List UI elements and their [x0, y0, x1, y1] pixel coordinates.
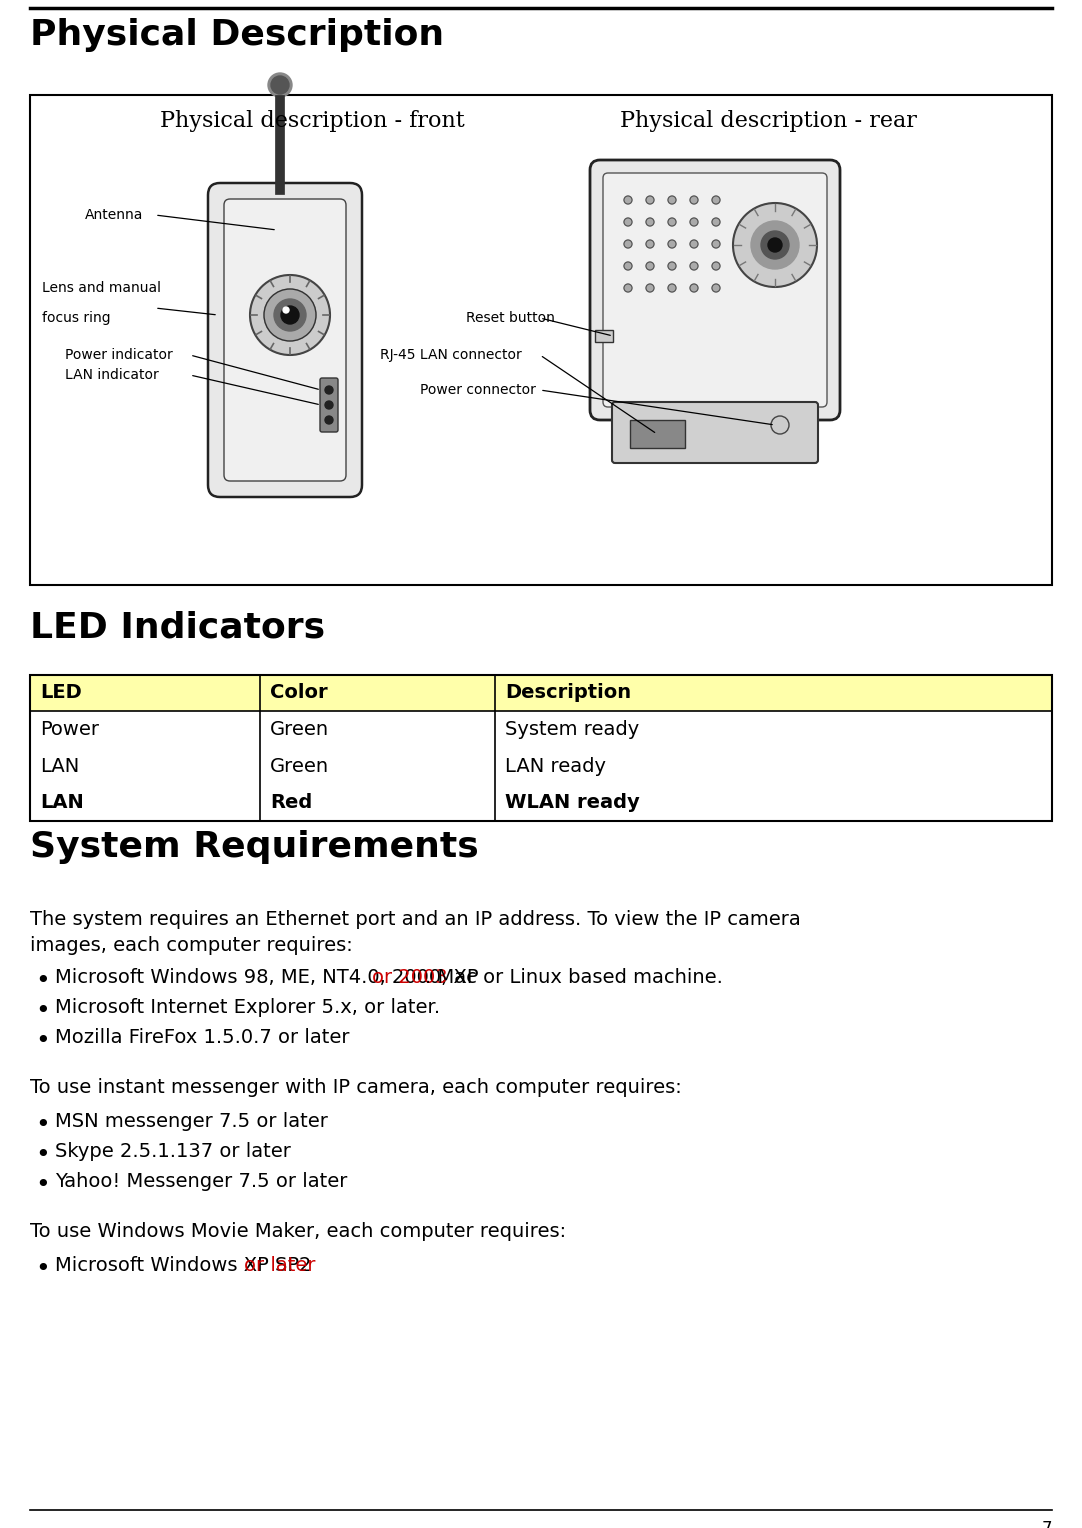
Circle shape	[712, 240, 720, 248]
Circle shape	[733, 203, 817, 287]
Circle shape	[712, 261, 720, 270]
Text: To use Windows Movie Maker, each computer requires:: To use Windows Movie Maker, each compute…	[30, 1222, 566, 1241]
Circle shape	[646, 219, 654, 226]
Bar	[30, 711, 1052, 821]
Circle shape	[768, 238, 782, 252]
Circle shape	[646, 196, 654, 205]
Circle shape	[690, 196, 698, 205]
Circle shape	[690, 284, 698, 292]
Circle shape	[646, 261, 654, 270]
Circle shape	[325, 400, 333, 410]
Text: Red: Red	[270, 793, 313, 813]
Text: •: •	[35, 1028, 50, 1053]
Bar	[30, 675, 1052, 821]
Text: Power connector: Power connector	[420, 384, 536, 397]
Text: Physical description - rear: Physical description - rear	[620, 110, 916, 131]
Text: •: •	[35, 1174, 50, 1196]
Text: •: •	[35, 1143, 50, 1167]
Text: •: •	[35, 999, 50, 1024]
FancyBboxPatch shape	[590, 160, 840, 420]
Text: To use instant messenger with IP camera, each computer requires:: To use instant messenger with IP camera,…	[30, 1077, 682, 1097]
Bar	[595, 330, 613, 342]
Text: Power indicator: Power indicator	[65, 348, 173, 362]
Circle shape	[668, 240, 676, 248]
Circle shape	[624, 284, 632, 292]
Text: Physical description - front: Physical description - front	[160, 110, 465, 131]
Text: or 2003: or 2003	[372, 969, 448, 987]
Text: Green: Green	[270, 756, 329, 776]
Text: Microsoft Internet Explorer 5.x, or later.: Microsoft Internet Explorer 5.x, or late…	[55, 998, 440, 1018]
Text: System ready: System ready	[505, 720, 639, 740]
Text: Antenna: Antenna	[85, 208, 144, 222]
FancyBboxPatch shape	[320, 377, 338, 432]
Text: LAN indicator: LAN indicator	[65, 368, 159, 382]
Text: LED: LED	[40, 683, 82, 703]
Circle shape	[761, 231, 789, 260]
Text: •: •	[35, 969, 50, 993]
Bar	[30, 95, 1052, 585]
Text: Physical Description: Physical Description	[30, 18, 444, 52]
Text: System Requirements: System Requirements	[30, 830, 478, 863]
Text: or later: or later	[243, 1256, 315, 1274]
Circle shape	[250, 275, 330, 354]
Text: Skype 2.5.1.137 or later: Skype 2.5.1.137 or later	[55, 1141, 291, 1161]
Text: Yahoo! Messenger 7.5 or later: Yahoo! Messenger 7.5 or later	[55, 1172, 347, 1190]
Bar	[30, 675, 1052, 711]
Text: RJ-45 LAN connector: RJ-45 LAN connector	[380, 348, 522, 362]
Text: •: •	[35, 1112, 50, 1137]
Text: LAN ready: LAN ready	[505, 756, 606, 776]
Circle shape	[325, 387, 333, 394]
Circle shape	[274, 299, 306, 332]
Text: •: •	[35, 1258, 50, 1280]
Circle shape	[646, 240, 654, 248]
Circle shape	[668, 196, 676, 205]
Text: Reset button: Reset button	[466, 312, 555, 325]
Circle shape	[624, 196, 632, 205]
Text: LAN: LAN	[40, 793, 83, 813]
FancyBboxPatch shape	[224, 199, 346, 481]
Circle shape	[270, 76, 289, 95]
Circle shape	[624, 219, 632, 226]
Circle shape	[712, 284, 720, 292]
Circle shape	[690, 240, 698, 248]
Circle shape	[668, 261, 676, 270]
FancyBboxPatch shape	[208, 183, 362, 497]
Text: MSN messenger 7.5 or later: MSN messenger 7.5 or later	[55, 1112, 328, 1131]
Circle shape	[668, 284, 676, 292]
Circle shape	[281, 306, 299, 324]
Circle shape	[771, 416, 789, 434]
Circle shape	[668, 219, 676, 226]
Text: Microsoft Windows 98, ME, NT4.0, 2000, XP: Microsoft Windows 98, ME, NT4.0, 2000, X…	[55, 969, 485, 987]
Circle shape	[283, 307, 289, 313]
Circle shape	[712, 196, 720, 205]
Text: LAN: LAN	[40, 756, 79, 776]
Text: WLAN ready: WLAN ready	[505, 793, 639, 813]
FancyBboxPatch shape	[612, 402, 818, 463]
Text: . Mac or Linux based machine.: . Mac or Linux based machine.	[425, 969, 723, 987]
Text: Power: Power	[40, 720, 98, 740]
Text: Color: Color	[270, 683, 328, 703]
Circle shape	[264, 289, 316, 341]
Circle shape	[268, 73, 292, 96]
Text: 7: 7	[1042, 1520, 1052, 1528]
Text: LED Indicators: LED Indicators	[30, 610, 325, 643]
Circle shape	[751, 222, 799, 269]
Text: Mozilla FireFox 1.5.0.7 or later: Mozilla FireFox 1.5.0.7 or later	[55, 1028, 349, 1047]
Text: The system requires an Ethernet port and an IP address. To view the IP camera: The system requires an Ethernet port and…	[30, 911, 801, 929]
Circle shape	[712, 219, 720, 226]
Text: Description: Description	[505, 683, 631, 703]
FancyBboxPatch shape	[603, 173, 827, 406]
Text: images, each computer requires:: images, each computer requires:	[30, 937, 353, 955]
Text: focus ring: focus ring	[42, 295, 110, 325]
Circle shape	[624, 240, 632, 248]
Text: Green: Green	[270, 720, 329, 740]
Text: Lens and manual: Lens and manual	[42, 281, 161, 295]
Bar	[630, 420, 685, 448]
Circle shape	[624, 261, 632, 270]
Text: Microsoft Windows XP SP2: Microsoft Windows XP SP2	[55, 1256, 318, 1274]
Circle shape	[325, 416, 333, 423]
Circle shape	[646, 284, 654, 292]
Circle shape	[690, 219, 698, 226]
Circle shape	[690, 261, 698, 270]
